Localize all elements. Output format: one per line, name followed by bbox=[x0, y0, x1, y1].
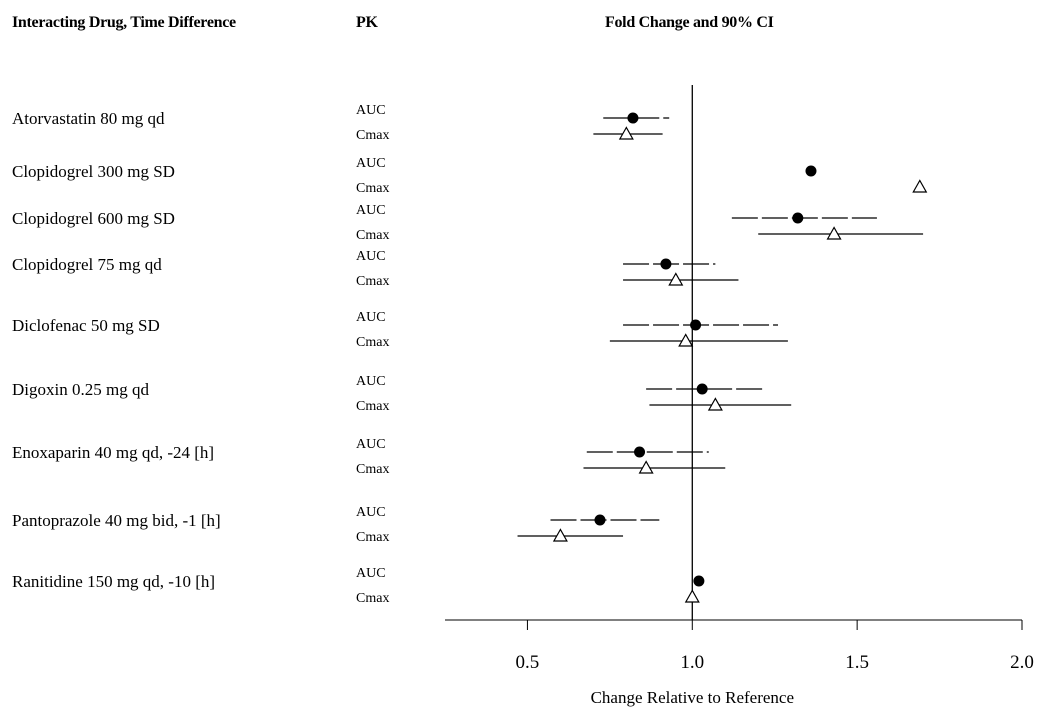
auc-point bbox=[792, 212, 804, 224]
auc-point bbox=[627, 112, 639, 124]
auc-point bbox=[634, 446, 646, 458]
pk-label-cmax: Cmax bbox=[356, 530, 389, 545]
cmax-point bbox=[684, 589, 700, 603]
auc-point bbox=[693, 575, 705, 587]
drug-label: Digoxin 0.25 mg qd bbox=[12, 380, 149, 399]
cmax-point bbox=[638, 460, 654, 474]
pk-label-cmax: Cmax bbox=[356, 228, 389, 243]
drug-label: Atorvastatin 80 mg qd bbox=[12, 109, 165, 128]
cmax-point bbox=[707, 397, 723, 411]
pk-label-auc: AUC bbox=[356, 566, 386, 581]
cmax-point bbox=[912, 179, 928, 193]
drug-label: Clopidogrel 75 mg qd bbox=[12, 255, 162, 274]
x-axis-label: Change Relative to Reference bbox=[591, 688, 794, 707]
cmax-point bbox=[826, 226, 842, 240]
pk-label-cmax: Cmax bbox=[356, 399, 389, 414]
drug-label: Clopidogrel 300 mg SD bbox=[12, 162, 175, 181]
cmax-point bbox=[678, 333, 694, 347]
pk-label-cmax: Cmax bbox=[356, 462, 389, 477]
pk-label-cmax: Cmax bbox=[356, 274, 389, 289]
drug-label: Pantoprazole 40 mg bid, -1 [h] bbox=[12, 511, 221, 530]
pk-label-auc: AUC bbox=[356, 156, 386, 171]
pk-label-cmax: Cmax bbox=[356, 591, 389, 606]
drug-label: Clopidogrel 600 mg SD bbox=[12, 209, 175, 228]
chart-title: Fold Change and 90% CI bbox=[605, 14, 774, 31]
pk-label-auc: AUC bbox=[356, 203, 386, 218]
cmax-point bbox=[668, 272, 684, 286]
x-tick-label: 1.5 bbox=[845, 652, 869, 673]
drug-label: Enoxaparin 40 mg qd, -24 [h] bbox=[12, 443, 214, 462]
x-tick-label: 1.0 bbox=[680, 652, 704, 673]
pk-label-cmax: Cmax bbox=[356, 335, 389, 350]
auc-point bbox=[696, 383, 708, 395]
x-tick-label: 0.5 bbox=[516, 652, 540, 673]
pk-label-auc: AUC bbox=[356, 505, 386, 520]
x-tick-label: 2.0 bbox=[1010, 652, 1034, 673]
auc-point bbox=[660, 258, 672, 270]
pk-label-auc: AUC bbox=[356, 103, 386, 118]
header-drug: Interacting Drug, Time Difference bbox=[12, 14, 236, 31]
cmax-point bbox=[552, 528, 568, 542]
cmax-point bbox=[618, 126, 634, 140]
pk-label-cmax: Cmax bbox=[356, 128, 389, 143]
drug-label: Ranitidine 150 mg qd, -10 [h] bbox=[12, 572, 215, 591]
pk-label-auc: AUC bbox=[356, 249, 386, 264]
auc-point bbox=[805, 165, 817, 177]
header-pk: PK bbox=[356, 14, 378, 31]
pk-label-cmax: Cmax bbox=[356, 181, 389, 196]
auc-point bbox=[594, 514, 606, 526]
drug-label: Diclofenac 50 mg SD bbox=[12, 316, 160, 335]
pk-label-auc: AUC bbox=[356, 310, 386, 325]
pk-label-auc: AUC bbox=[356, 437, 386, 452]
auc-point bbox=[690, 319, 702, 331]
pk-label-auc: AUC bbox=[356, 374, 386, 389]
